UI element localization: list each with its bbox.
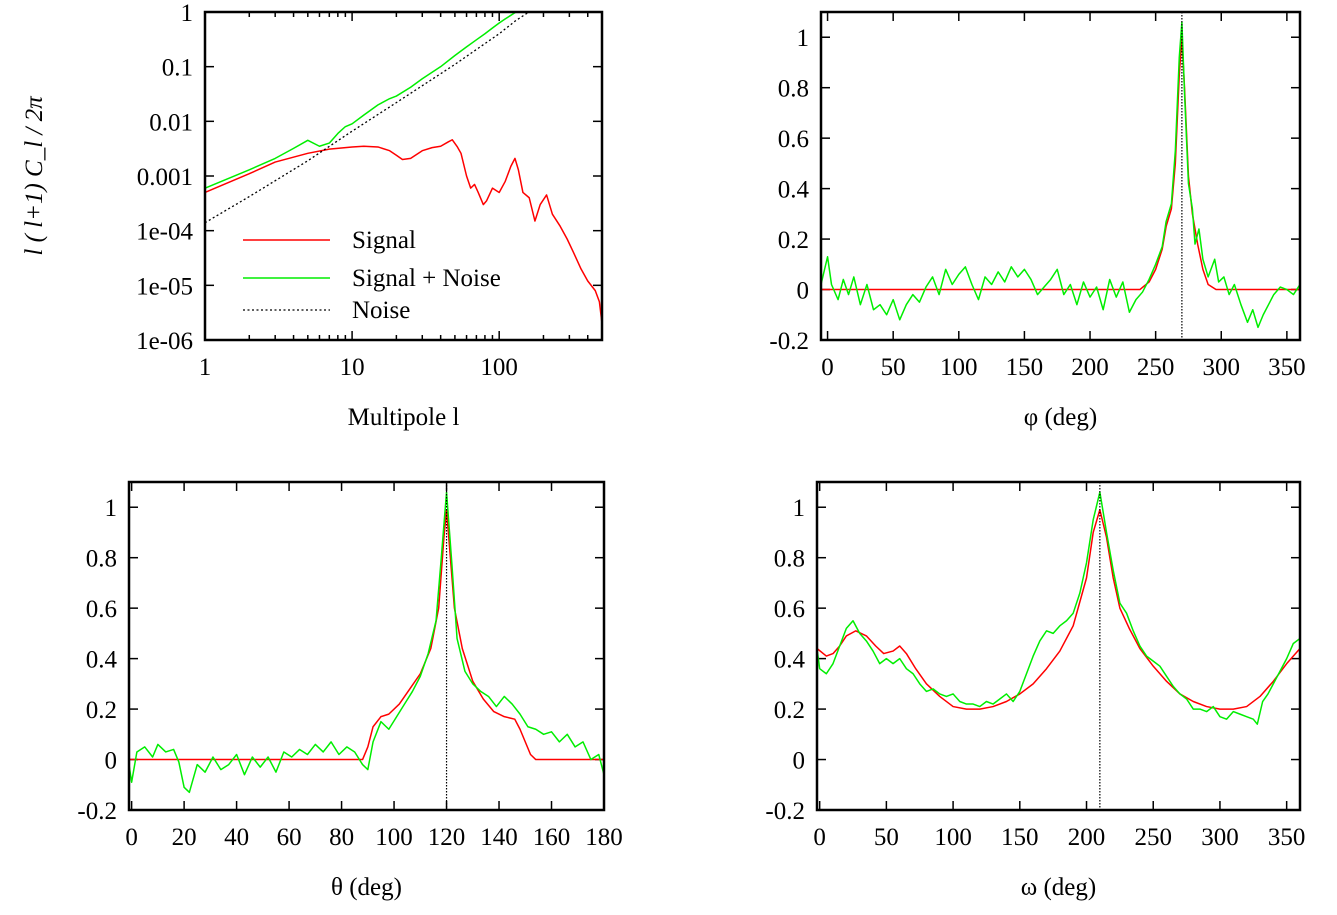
x-tick-label: 160 xyxy=(533,824,571,851)
y-tick-label: -0.2 xyxy=(765,798,805,825)
y-tick-label: 1 xyxy=(181,0,194,27)
x-tick-label: 0 xyxy=(821,354,834,381)
y-axis-title: l ( l+1) C_l / 2π xyxy=(21,95,48,256)
y-tick-label: 1 xyxy=(797,25,810,52)
x-axis-title: Multipole l xyxy=(348,404,460,431)
y-tick-label: 0.01 xyxy=(149,109,193,136)
legend-label: Signal xyxy=(352,227,416,254)
x-tick-label: 180 xyxy=(585,824,623,851)
y-tick-label: -0.2 xyxy=(77,798,117,825)
signal-plus-noise-line xyxy=(821,21,1300,329)
x-axis-title: θ (deg) xyxy=(331,874,402,901)
y-tick-label: 1 xyxy=(793,495,806,522)
y-tick-label: 0.4 xyxy=(86,647,118,674)
theta-panel: 0 20 40 60 80 100 120 140 160 180 -0.2 0 0.2 0.4 0.6 0.… xyxy=(77,480,623,901)
x-axis-title: φ (deg) xyxy=(1024,404,1097,431)
y-tick-label: 0.6 xyxy=(774,596,805,623)
y-tick-label: 1 xyxy=(105,495,118,522)
plot-area xyxy=(205,12,602,324)
signal-line xyxy=(205,139,602,324)
plot-frame xyxy=(203,10,604,342)
x-tick-label: 60 xyxy=(277,824,302,851)
x-tick-label: 300 xyxy=(1203,354,1241,381)
y-tick-label: 0.8 xyxy=(86,546,117,573)
x-tick-label: 100 xyxy=(934,824,972,851)
signal-line xyxy=(817,509,1300,710)
x-tick-label: 140 xyxy=(480,824,518,851)
signal-plus-noise-line xyxy=(205,12,517,189)
y-tick-label: 0.1 xyxy=(162,55,193,82)
x-tick-label: 200 xyxy=(1071,354,1109,381)
noise-line xyxy=(205,12,530,224)
y-tick-label: 0.6 xyxy=(778,126,809,153)
x-tick-label: 50 xyxy=(881,354,906,381)
plot-area xyxy=(821,21,1300,329)
y-tick-label: 0.6 xyxy=(86,596,117,623)
x-tick-label: 120 xyxy=(428,824,466,851)
x-tick-label: 0 xyxy=(125,824,138,851)
x-tick-label: 250 xyxy=(1134,824,1172,851)
x-tick-label: 10 xyxy=(340,354,365,381)
y-tick-label: 0.8 xyxy=(778,76,809,103)
y-tick-label: 0 xyxy=(793,748,806,775)
x-tick-label: 50 xyxy=(874,824,899,851)
y-tick-label: 1e-06 xyxy=(136,328,193,355)
power-spectrum-panel: 1 10 100 1 0.1 0.01 0.001 1e-04 1e-05 1e-06 Multip… xyxy=(21,0,604,431)
y-tick-label: 0.2 xyxy=(86,697,117,724)
x-tick-label: 40 xyxy=(224,824,249,851)
y-tick-label: 0.4 xyxy=(774,647,806,674)
x-axis-title: ω (deg) xyxy=(1021,874,1096,901)
x-tick-label: 100 xyxy=(480,354,518,381)
x-tick-label: 150 xyxy=(1001,824,1039,851)
plot-frame xyxy=(127,480,606,812)
y-tick-label: 0.8 xyxy=(774,546,805,573)
y-tick-label: 0 xyxy=(797,278,810,305)
y-tick-label: 0 xyxy=(105,748,118,775)
x-tick-label: 0 xyxy=(813,824,826,851)
x-tick-label: 100 xyxy=(375,824,413,851)
plot-frame xyxy=(815,480,1302,812)
x-tick-label: 20 xyxy=(172,824,197,851)
y-tick-label: 0.4 xyxy=(778,177,810,204)
y-tick-label: 1e-04 xyxy=(136,219,193,246)
x-tick-label: 100 xyxy=(940,354,978,381)
signal-line xyxy=(821,36,1300,291)
signal-line xyxy=(129,509,604,761)
x-tick-label: 80 xyxy=(329,824,354,851)
plot-frame xyxy=(819,10,1302,342)
x-tick-label: 350 xyxy=(1268,824,1306,851)
signal-plus-noise-line xyxy=(817,491,1300,725)
legend-label: Noise xyxy=(352,297,410,324)
plot-area xyxy=(817,491,1300,725)
legend-label: Signal + Noise xyxy=(352,265,501,292)
x-tick-label: 150 xyxy=(1006,354,1044,381)
x-tick-label: 200 xyxy=(1068,824,1106,851)
x-tick-label: 300 xyxy=(1201,824,1239,851)
signal-plus-noise-line xyxy=(129,491,604,794)
y-tick-label: 0.2 xyxy=(774,697,805,724)
phi-panel: 0 50 100 150 200 250 300 350 -0.2 0 0.2 0.4 0.6 0.8 1 φ… xyxy=(769,10,1306,431)
omega-panel: 0 50 100 150 200 250 300 350 -0.2 0 0.2 0.4 0.6 0.8 1 ω… xyxy=(765,480,1306,901)
y-tick-label: -0.2 xyxy=(769,328,809,355)
x-tick-label: 1 xyxy=(199,354,212,381)
x-tick-label: 250 xyxy=(1137,354,1175,381)
x-tick-label: 350 xyxy=(1268,354,1306,381)
plot-area xyxy=(129,491,604,794)
y-tick-label: 1e-05 xyxy=(136,273,193,300)
y-tick-label: 0.001 xyxy=(137,164,193,191)
y-tick-label: 0.2 xyxy=(778,227,809,254)
